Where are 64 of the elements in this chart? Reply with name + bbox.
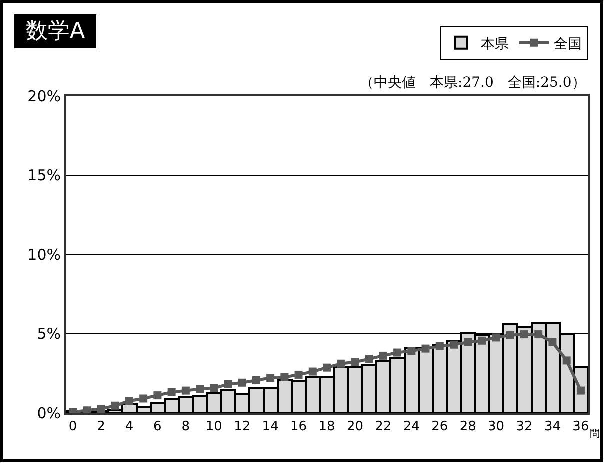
point: [294, 370, 303, 379]
point: [379, 352, 388, 360]
point: [252, 376, 260, 385]
x-tick-label: 16: [290, 420, 308, 435]
point: [280, 373, 289, 382]
point: [140, 394, 148, 403]
chart-subtitle: （中央値 本県:27.0 全国:25.0）: [360, 75, 586, 91]
point: [238, 378, 246, 387]
point: [97, 405, 106, 413]
point: [323, 364, 331, 372]
x-tick-label: 20: [346, 420, 364, 435]
point: [478, 336, 486, 345]
point: [337, 360, 346, 368]
x-axis-title: 問: [590, 429, 600, 440]
point: [154, 392, 162, 400]
point: [111, 402, 120, 410]
point: [266, 374, 275, 382]
y-tick-label: 10%: [28, 246, 61, 264]
x-tick-label: 14: [262, 420, 279, 435]
point: [308, 368, 317, 376]
point: [562, 356, 571, 365]
point: [520, 330, 529, 339]
point: [394, 348, 402, 357]
x-tick-label: 22: [375, 420, 392, 435]
point: [534, 330, 543, 339]
x-tick-label: 34: [544, 420, 562, 435]
legend-label: 本県: [481, 36, 509, 52]
point: [464, 338, 472, 346]
point: [125, 397, 134, 406]
point: [351, 358, 360, 366]
x-tick-label: 2: [97, 420, 106, 435]
y-tick-label: 0%: [37, 404, 61, 422]
point: [492, 334, 500, 342]
x-tick-label: 0: [68, 420, 78, 435]
x-tick-label: 18: [318, 420, 336, 435]
x-tick-label: 6: [154, 420, 162, 435]
x-tick-label: 10: [206, 420, 222, 435]
x-tick-label: 4: [125, 420, 134, 435]
point: [408, 347, 416, 356]
point: [365, 355, 374, 364]
legend-label: 全国: [554, 36, 582, 52]
point: [196, 385, 204, 394]
x-tick-label: 28: [460, 420, 476, 435]
y-tick-label: 20%: [28, 87, 61, 106]
point: [506, 331, 514, 340]
point: [548, 338, 557, 346]
point: [422, 344, 430, 353]
x-tick-label: 12: [234, 420, 251, 435]
chart-title: 数学A: [19, 19, 92, 44]
point: [436, 342, 444, 350]
x-tick-label: 36: [572, 420, 590, 435]
x-tick-label: 8: [182, 420, 190, 435]
point: [182, 386, 190, 395]
point: [224, 380, 232, 388]
x-tick-label: 24: [403, 420, 420, 435]
point: [168, 388, 176, 396]
y-tick-label: 5%: [37, 325, 61, 343]
x-tick-label: 32: [516, 420, 533, 435]
x-tick-label: 30: [488, 420, 505, 435]
point: [576, 386, 585, 395]
x-tick-label: 26: [432, 420, 448, 435]
point: [450, 340, 458, 349]
y-tick-label: 15%: [28, 166, 61, 184]
point: [210, 384, 218, 392]
